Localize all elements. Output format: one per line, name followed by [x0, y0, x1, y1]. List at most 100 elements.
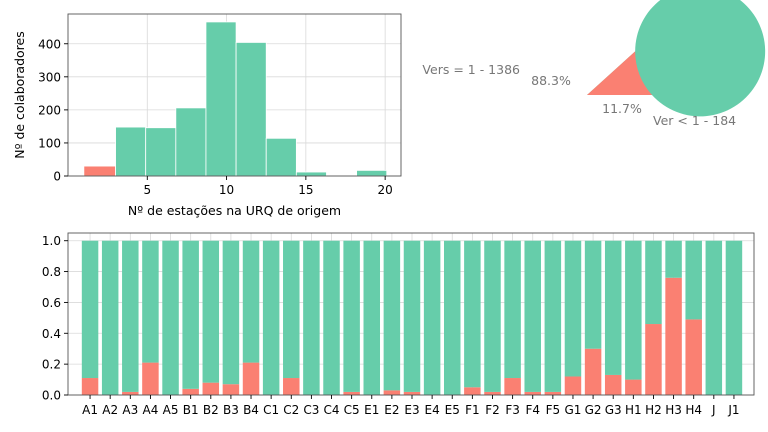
stacked-bar-segment: [343, 391, 360, 395]
histogram-bar: [175, 107, 207, 177]
stacked-bar-segment: [142, 362, 159, 395]
histogram-bar: [295, 171, 327, 177]
stacked-bar-segment: [283, 378, 300, 395]
stacked-bar-segment: [625, 240, 642, 380]
stacked-xtick-label: B2: [203, 403, 219, 417]
stacked-bar-segment: [242, 362, 260, 395]
histogram-xtick-label: 5: [143, 183, 151, 197]
stacked-bar-segment: [403, 240, 421, 392]
stacked-bar-segment: [564, 240, 582, 377]
stacked-bar-segment: [584, 240, 602, 349]
stacked-bar-segment: [202, 240, 220, 383]
stacked-bar-segment: [504, 240, 521, 379]
stacked-bar-segment: [202, 382, 220, 395]
stacked-bar-segment: [323, 240, 340, 395]
stacked-bar-segment: [403, 391, 421, 395]
histogram-xtick-label: 20: [378, 183, 393, 197]
stacked-xtick-label: C2: [283, 403, 299, 417]
stacked-ytick-label: 0.0: [42, 389, 61, 403]
stacked-xtick-label: B3: [223, 403, 239, 417]
stacked-bar-segment: [524, 240, 541, 392]
histogram-ytick-label: 0: [53, 170, 61, 184]
stacked-bar-segment: [122, 240, 139, 392]
stacked-bar-segment: [484, 391, 501, 395]
stacked-xtick-label: A4: [143, 403, 159, 417]
stacked-xtick-label: A3: [122, 403, 138, 417]
stacked-xtick-label: J: [711, 403, 716, 417]
stacked-bar-segment: [705, 240, 723, 395]
histogram-ytick-label: 100: [38, 136, 61, 150]
stacked-bar-segment: [262, 240, 280, 395]
stacked-xtick-label: A1: [82, 403, 98, 417]
histogram-bar: [235, 42, 267, 177]
stacked-bar-segment: [81, 378, 99, 395]
stacked-xtick-label: J1: [727, 403, 739, 417]
pie-slice-label: Vers = 1 - 1386: [422, 62, 520, 77]
stacked-xtick-label: C4: [324, 403, 340, 417]
stacked-bar-segment: [625, 379, 642, 395]
histogram-bar: [356, 169, 388, 177]
stacked-xtick-label: H4: [685, 403, 702, 417]
pie-pct-label: 11.7%: [602, 101, 642, 116]
histogram-bar: [145, 127, 177, 177]
stacked-bar-segment: [584, 348, 602, 395]
stacked-bar-segment: [162, 240, 179, 395]
stacked-bar-segment: [544, 240, 562, 392]
histogram-ytick-label: 300: [38, 70, 61, 84]
stacked-bar-segment: [363, 240, 381, 395]
stacked-bar-segment: [383, 390, 401, 395]
stacked-bar-segment: [81, 240, 99, 379]
stacked-xtick-label: E4: [425, 403, 440, 417]
histogram-xtick-label: 10: [219, 183, 234, 197]
histogram-xlabel: Nº de estações na URQ de origem: [128, 203, 341, 218]
stacked-xtick-label: H3: [665, 403, 682, 417]
stacked-bar-segment: [524, 391, 541, 395]
stacked-bar-segment: [665, 277, 682, 395]
stacked-ytick-label: 1.0: [42, 234, 61, 248]
stacked-xtick-label: B4: [243, 403, 259, 417]
stacked-bar-segment: [665, 240, 682, 278]
stacked-bar-segment: [544, 391, 562, 395]
stacked-bar-segment: [645, 324, 662, 395]
stacked-bar-segment: [303, 240, 320, 395]
histogram-bar: [83, 165, 116, 177]
stacked-xtick-label: F5: [546, 403, 561, 417]
histogram-xtick-label: 15: [298, 183, 313, 197]
stacked-bar-segment: [685, 240, 702, 320]
stacked-xtick-label: F4: [525, 403, 540, 417]
stacked-xtick-label: E1: [364, 403, 379, 417]
stacked-bar-segment: [142, 240, 159, 363]
stacked-ytick-label: 0.8: [42, 265, 61, 279]
stacked-bar-segment: [443, 240, 461, 395]
stacked-bar-segment: [564, 376, 582, 395]
stacked-bar-segment: [685, 319, 702, 395]
stacked-bar-segment: [504, 378, 521, 395]
pie-slice: [587, 0, 766, 117]
histogram-bar: [265, 137, 297, 177]
stacked-xtick-label: E5: [445, 403, 460, 417]
stacked-ytick-label: 0.2: [42, 358, 61, 372]
stacked-xtick-label: F2: [485, 403, 500, 417]
stacked-bar-segment: [182, 240, 199, 389]
stacked-xtick-label: G2: [585, 403, 602, 417]
stacked-xtick-label: B1: [183, 403, 199, 417]
stacked-xtick-label: C1: [263, 403, 279, 417]
pie-slice-label: Ver < 1 - 184: [653, 113, 736, 128]
stacked-xtick-label: G3: [605, 403, 622, 417]
stacked-xtick-label: C5: [344, 403, 360, 417]
pie-slice: [587, 51, 652, 95]
stacked-bar-segment: [383, 240, 401, 391]
stacked-bar-segment: [604, 240, 622, 375]
stacked-bar-segment: [423, 240, 441, 395]
stacked-xtick-label: A5: [163, 403, 179, 417]
histogram-frame: [67, 13, 402, 177]
stacked-xtick-label: E3: [404, 403, 419, 417]
stacked-bar-segment: [222, 240, 240, 385]
stacked-frame: [67, 232, 755, 396]
stacked-xtick-label: F3: [505, 403, 520, 417]
stacked-bar-segment: [484, 240, 501, 392]
stacked-bar-segment: [283, 240, 300, 379]
stacked-bar-segment: [725, 240, 743, 395]
stacked-xtick-label: C3: [303, 403, 319, 417]
